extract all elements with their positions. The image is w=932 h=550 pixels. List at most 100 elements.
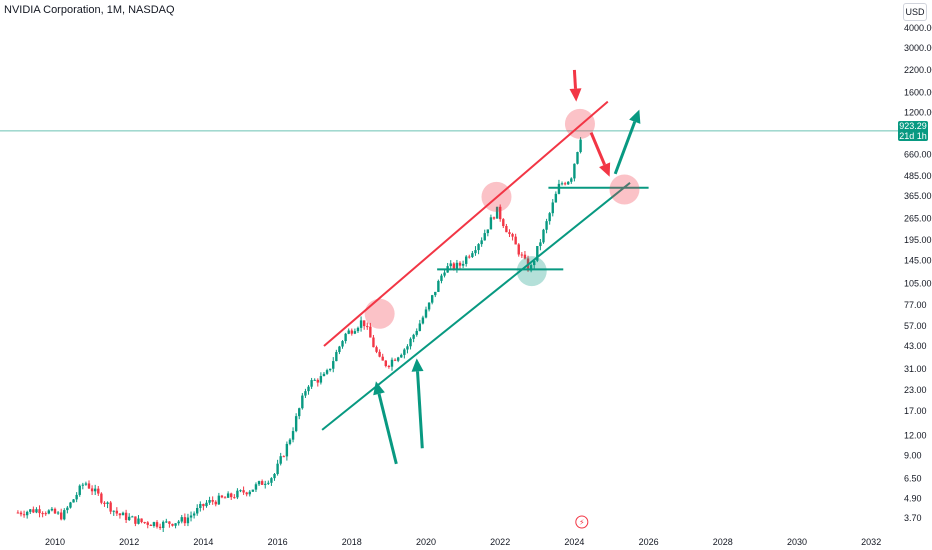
candle-body xyxy=(285,443,289,457)
candle-body xyxy=(529,265,533,271)
candle xyxy=(366,322,369,330)
candle-body xyxy=(152,522,156,526)
candle-body xyxy=(267,482,270,484)
candle xyxy=(458,261,462,270)
candle xyxy=(307,385,310,395)
arrow-shaft xyxy=(416,371,424,449)
candle-body xyxy=(563,183,567,185)
candle-body xyxy=(143,522,146,524)
candle xyxy=(118,512,122,519)
red-highlight-circle[interactable] xyxy=(364,298,395,329)
y-tick-label: 12.00 xyxy=(904,430,927,440)
candle xyxy=(316,378,319,387)
candle xyxy=(430,294,434,305)
candle xyxy=(548,211,551,225)
candle xyxy=(511,232,514,241)
candle-body xyxy=(214,501,217,505)
candle-body xyxy=(199,503,202,508)
candle-body xyxy=(480,240,483,245)
candle xyxy=(539,238,542,251)
candle-body xyxy=(545,221,548,230)
green-arrow[interactable] xyxy=(373,381,398,465)
candle-body xyxy=(264,483,267,485)
candle xyxy=(328,368,332,372)
green-highlight-circle[interactable] xyxy=(516,256,547,287)
red-highlight-circle[interactable] xyxy=(609,174,640,205)
candle-body xyxy=(53,508,57,514)
candle xyxy=(47,509,51,515)
candle xyxy=(341,340,344,349)
candle xyxy=(325,368,329,375)
y-tick-label: 105.00 xyxy=(904,278,932,288)
candle-body xyxy=(50,508,54,511)
candle xyxy=(149,524,153,526)
red-arrow[interactable] xyxy=(589,132,611,177)
candle xyxy=(437,279,440,293)
candle xyxy=(69,501,72,509)
candle xyxy=(464,255,468,267)
candle-body xyxy=(202,503,205,507)
candle-body xyxy=(483,233,486,241)
candle-body xyxy=(551,202,554,214)
candle-body xyxy=(567,181,570,185)
red-highlight-circle[interactable] xyxy=(564,108,595,139)
earnings-event-icon[interactable]: ⚡ xyxy=(575,515,589,529)
red-arrow[interactable] xyxy=(569,69,582,102)
candle xyxy=(396,356,400,363)
candle-body xyxy=(66,507,69,511)
candle xyxy=(294,413,298,433)
candle xyxy=(369,322,372,338)
red-trend-line[interactable] xyxy=(323,100,609,347)
candle xyxy=(344,332,347,344)
candle xyxy=(310,377,313,389)
candle-body xyxy=(384,360,388,367)
candle xyxy=(22,510,26,518)
candle-body xyxy=(573,163,576,179)
candle-body xyxy=(464,256,468,264)
candle xyxy=(502,218,505,229)
candle-body xyxy=(362,320,366,327)
y-tick-label: 660.00 xyxy=(904,149,932,159)
candle xyxy=(279,452,282,466)
candle-body xyxy=(81,484,85,486)
candle-body xyxy=(248,491,251,495)
candle xyxy=(542,228,545,244)
arrow-shaft xyxy=(589,132,606,166)
candle xyxy=(492,216,496,220)
candle-body xyxy=(103,502,106,504)
candle-body xyxy=(87,483,91,489)
green-arrow[interactable] xyxy=(411,358,424,449)
candle xyxy=(393,358,397,362)
candle-body xyxy=(47,510,51,514)
y-tick-label: 485.00 xyxy=(904,171,932,181)
x-tick-label: 2032 xyxy=(861,537,881,547)
candle xyxy=(174,523,177,529)
green-arrow[interactable] xyxy=(613,109,641,175)
candle xyxy=(19,510,23,517)
candle-body xyxy=(25,511,29,516)
candle xyxy=(131,515,134,518)
candle-body xyxy=(251,489,255,492)
candle xyxy=(356,326,360,333)
candle-body xyxy=(100,493,103,503)
candle-body xyxy=(390,359,394,367)
candle-body xyxy=(180,517,183,522)
candle xyxy=(239,489,242,493)
red-highlight-circle[interactable] xyxy=(481,181,512,212)
candle xyxy=(171,523,174,527)
candle xyxy=(282,455,285,458)
lightning-icon: ⚡ xyxy=(579,518,585,527)
candle-body xyxy=(301,395,304,409)
candle-body xyxy=(35,509,38,513)
candle xyxy=(276,459,279,476)
currency-selector[interactable]: USD xyxy=(903,3,927,21)
candle-body xyxy=(230,493,233,498)
green-trend-line[interactable] xyxy=(321,182,631,431)
candle xyxy=(56,511,60,515)
candle-body xyxy=(84,483,88,485)
candle-body xyxy=(548,213,551,222)
candle xyxy=(63,508,66,521)
candle-body xyxy=(424,309,428,318)
candle xyxy=(199,501,202,512)
